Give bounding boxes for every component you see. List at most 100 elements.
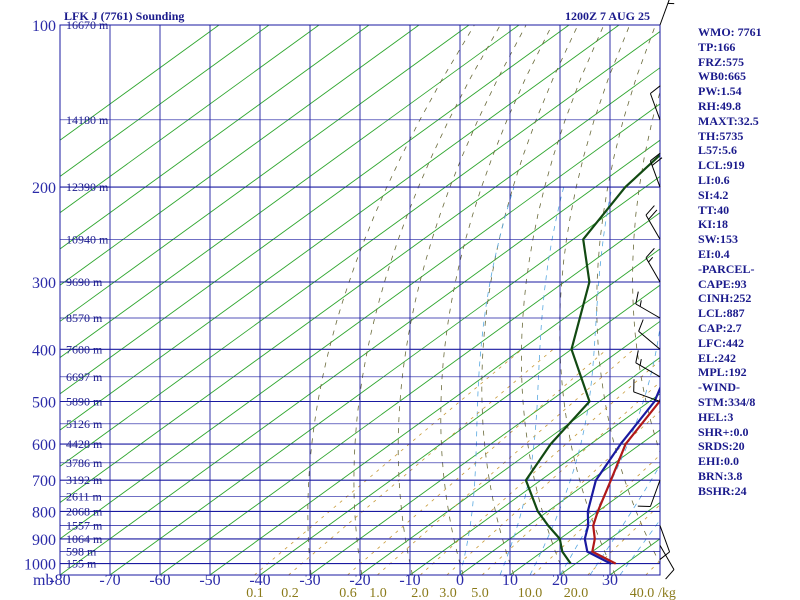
dry-adiabat-line [397,25,527,575]
moist-adiabat-line [459,186,515,575]
wind-barb [649,85,661,120]
stability-index-item: EI:0.4 [698,246,730,261]
isotherm-line [60,25,570,395]
wind-barb [633,379,661,402]
mixing-ratio-label: 40.0 [630,586,655,600]
wind-barb [635,350,661,378]
stability-index-item: SHR+:0.0 [698,424,749,439]
temperature-tick-label: 30 [602,572,618,589]
isotherm-line [60,25,320,214]
height-label: 5890 m [66,395,103,409]
height-label: 155 m [66,557,97,571]
stability-index-item: CAP:2.7 [698,320,742,335]
temperature-tick-label: -70 [99,572,120,589]
isotherm-line [60,25,620,431]
mixing-ratio-label: 2.0 [411,586,429,600]
moist-adiabat-line [529,187,613,575]
height-label: 9690 m [66,275,103,289]
pressure-tick-label: 800 [32,504,56,521]
wind-barb [635,291,661,319]
temperature-tick-label: -30 [299,572,320,589]
stability-index-item: TT:40 [698,202,730,217]
stability-index-item: MAXT:32.5 [698,113,759,128]
height-label: 14180 m [66,113,109,127]
height-label: 1064 m [66,532,103,546]
mixing-ratio-label: 0.1 [246,586,264,600]
isotherm-line [60,103,660,540]
height-label: 8570 m [66,311,103,325]
pressure-tick-label: 200 [32,180,56,197]
mixing-ratio-label: 1.0 [369,586,387,600]
isotherm-line [60,25,220,141]
isotherm-line [60,139,660,575]
isotherm-line [309,320,660,575]
temperature-tick-label: -10 [399,572,420,589]
wind-barb [649,152,663,188]
stability-index-item: CAPE:93 [698,276,747,291]
stability-index-item: -PARCEL- [698,261,755,276]
stability-index-item: HEL:3 [698,409,734,424]
mixing-ratio-label: 0.2 [281,586,299,600]
mixing-ratio-label: 20.0 [564,586,589,600]
isotherm-line [259,284,660,575]
stability-index-item: STM:334/8 [698,394,756,409]
height-label: 10940 m [66,232,109,246]
isotherm-line [60,25,420,286]
height-label: 598 m [66,545,97,559]
dewpoint-trace [524,153,660,565]
height-label: 2068 m [66,504,103,518]
stability-index-item: BSHR:24 [698,483,747,498]
mixing-ratio-line [347,348,608,575]
height-label: 12390 m [66,180,109,194]
stability-index-item: SRDS:20 [698,439,745,454]
stability-index-item: RH:49.8 [698,98,741,113]
mixing-ratio-label: 10.0 [518,586,543,600]
stability-index-item: FRZ:575 [698,54,744,69]
isotherm-line [509,465,660,575]
stability-index-item: KI:18 [698,217,728,232]
temperature-tick-label: -20 [349,572,370,589]
isotherm-line [159,212,660,575]
stability-index-item: EHI:0.0 [698,454,740,469]
isotherm-line [60,25,520,359]
temperature-tick-label: -40 [249,572,270,589]
chart-time: 1200Z 7 AUG 25 [565,9,650,23]
chart-title: LFK J (7761) Sounding [64,9,184,23]
parcel-trace [583,385,660,565]
stability-index-item: TP:166 [698,39,736,54]
stability-index-item: MPL:192 [698,365,747,380]
height-label: 4428 m [66,437,103,451]
mixing-ratio-line [446,381,660,575]
temperature-tick-label: -80 [49,572,70,589]
temperature-tick-label: 10 [502,572,518,589]
stability-index-item: CINH:252 [698,291,752,306]
temperature-tick-label: -60 [149,572,170,589]
height-label: 6697 m [66,370,103,384]
height-label: 2611 m [66,489,103,503]
stability-index-item: LCL:887 [698,306,745,321]
temperature-tick-label: -50 [199,572,220,589]
isotherm-line [60,25,370,250]
stability-index-item: LI:0.6 [698,172,730,187]
wind-barb [638,319,661,350]
pressure-tick-label: 900 [32,532,56,549]
isotherm-line [409,393,660,575]
dry-adiabat-line [520,25,605,575]
temperature-trace [591,397,660,565]
height-label: 3192 m [66,473,103,487]
stability-index-item: WB0:665 [698,69,746,84]
dry-adiabat-line [632,90,660,454]
stability-index-item: WMO: 7761 [698,25,762,39]
height-label: 3786 m [66,456,103,470]
isotherm-line [60,25,270,178]
mixing-ratio-line [377,348,635,575]
stability-index-panel: WMO: 7761 TP:166 FRZ:575 WB0:665 PW:1.54 RH:4… [698,25,798,499]
stability-index-item: SI:4.2 [698,187,729,202]
isotherm-line [459,429,660,575]
stability-index-item: LFC:442 [698,335,744,350]
moist-adiabat-line [619,519,660,575]
plot-frame [59,24,661,576]
wind-barb [645,247,661,283]
height-label: 1557 m [66,519,103,533]
